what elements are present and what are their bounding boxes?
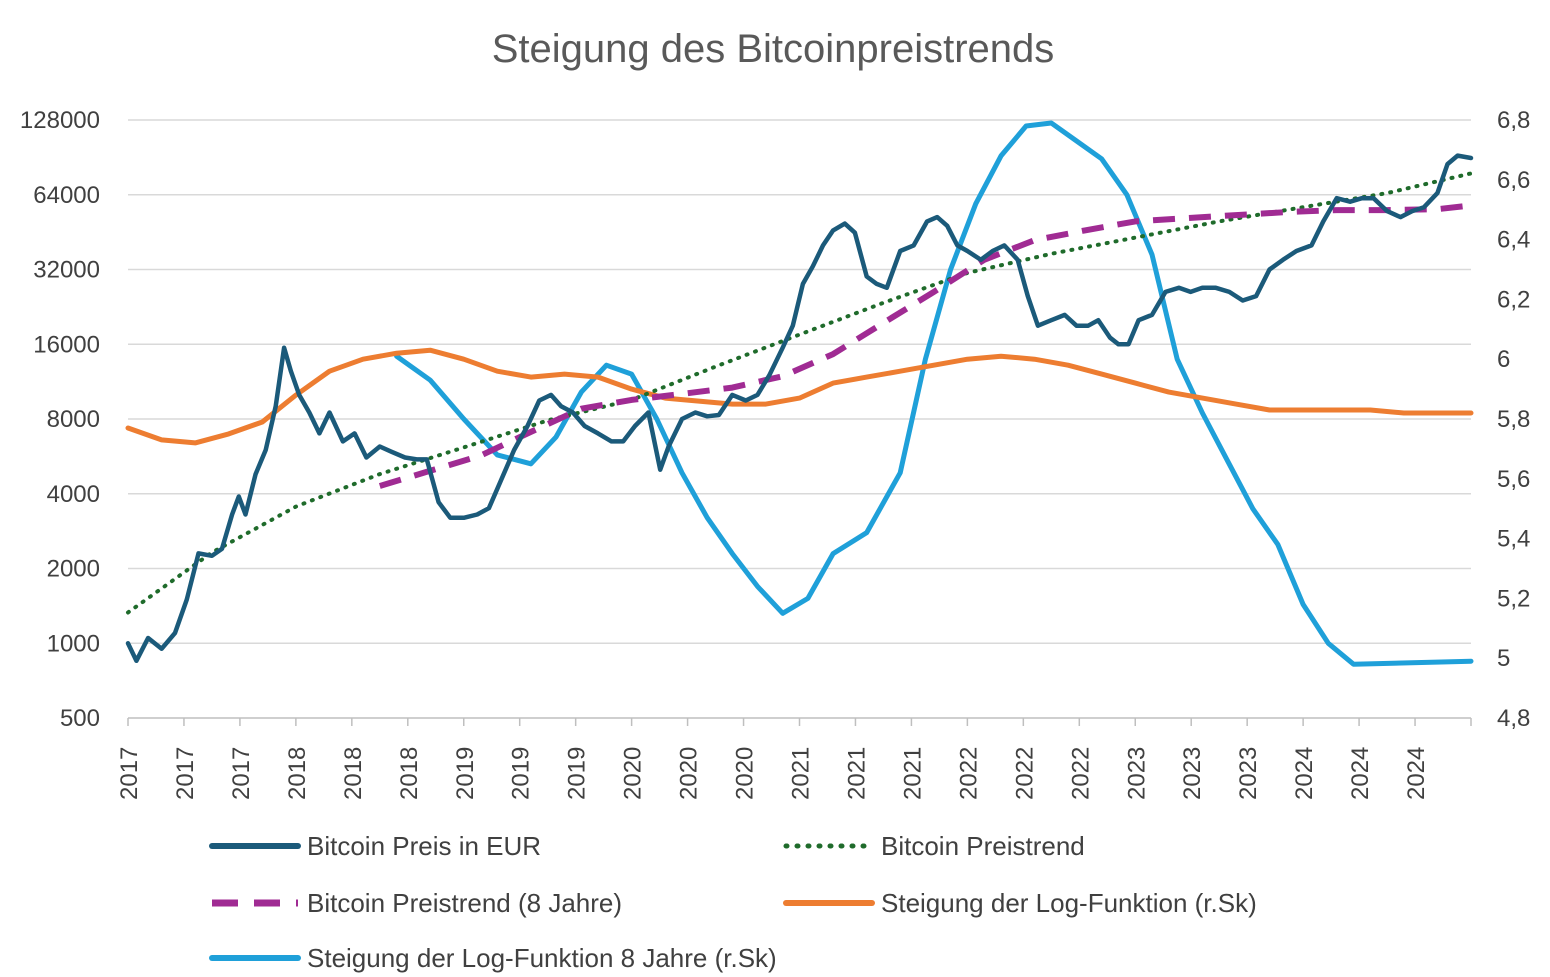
right-tick-label: 6,4: [1497, 227, 1530, 254]
right-tick-label: 5: [1497, 645, 1510, 672]
left-tick-label: 500: [60, 705, 100, 732]
right-axis-ticks: 4,8 5 5,2 5,4 5,6 5,8 6 6,2 6,4 6,6 6,8: [1497, 107, 1530, 732]
x-tick-label: 2024: [1291, 747, 1318, 800]
x-tick-label: 2018: [396, 747, 423, 800]
gridlines: [128, 119, 1471, 644]
x-tick-label: 2024: [1347, 747, 1374, 800]
x-axis: 2017 2017 2017 2018 2018 2018 2019 2019 2019 2020…: [116, 717, 1472, 800]
left-axis-ticks: 500 1000 2000 4000 8000 16000 32000 64000 128000: [20, 107, 100, 732]
left-tick-label: 8000: [47, 406, 100, 433]
x-tick-label: 2017: [172, 747, 199, 800]
plot-series: [125, 120, 1474, 667]
left-tick-label: 64000: [33, 182, 100, 209]
series-line-2: [378, 202, 1472, 489]
x-tick-label: 2019: [508, 747, 535, 800]
x-tick-label: 2019: [564, 747, 591, 800]
left-tick-label: 2000: [47, 556, 100, 583]
x-tick-label: 2018: [284, 747, 311, 800]
right-tick-label: 6: [1497, 346, 1510, 373]
x-tick-label: 2023: [1235, 747, 1262, 800]
legend-label-1: Bitcoin Preistrend: [881, 831, 1085, 861]
left-tick-label: 32000: [33, 257, 100, 284]
left-tick-label: 4000: [47, 481, 100, 508]
legend: Bitcoin Preis in EUR Bitcoin Preistrend Bi…: [209, 831, 1257, 973]
legend-label-2: Bitcoin Preistrend (8 Jahre): [307, 888, 622, 918]
right-tick-label: 6,8: [1497, 107, 1530, 134]
x-tick-label: 2021: [788, 747, 815, 800]
x-tick-label: 2023: [1179, 747, 1206, 800]
x-tick-label: 2020: [620, 747, 647, 800]
x-tick-label: 2022: [1067, 747, 1094, 800]
x-tick-label: 2020: [676, 747, 703, 800]
x-tick-label: 2018: [340, 747, 367, 800]
x-tick-label: 2023: [1123, 747, 1150, 800]
x-tick-label: 2022: [955, 747, 982, 800]
legend-label-0: Bitcoin Preis in EUR: [307, 831, 541, 861]
x-tick-label: 2021: [899, 747, 926, 800]
legend-label-3: Steigung der Log-Funktion (r.Sk): [881, 888, 1257, 918]
x-tick-label: 2024: [1403, 747, 1430, 800]
series-line-1: [126, 171, 1473, 615]
right-tick-label: 5,6: [1497, 466, 1530, 493]
x-tick-label: 2017: [228, 747, 255, 800]
right-tick-label: 4,8: [1497, 705, 1530, 732]
right-tick-label: 5,8: [1497, 406, 1530, 433]
left-tick-label: 128000: [20, 107, 100, 134]
x-tick-label: 2019: [452, 747, 479, 800]
x-tick-label: 2020: [732, 747, 759, 800]
series-line-0: [125, 153, 1474, 664]
series-line-3: [125, 347, 1474, 446]
legend-label-4: Steigung der Log-Funktion 8 Jahre (r.Sk): [307, 943, 777, 973]
right-tick-label: 6,6: [1497, 167, 1530, 194]
x-tick-label: 2017: [116, 747, 143, 800]
right-tick-label: 5,2: [1497, 585, 1530, 612]
x-tick-label: 2021: [843, 747, 870, 800]
x-tick-label: 2022: [1011, 747, 1038, 800]
left-tick-label: 1000: [47, 630, 100, 657]
series-line-4: [394, 120, 1474, 667]
left-tick-label: 16000: [33, 331, 100, 358]
right-tick-label: 5,4: [1497, 526, 1530, 553]
chart-title: Steigung des Bitcoinpreistrends: [492, 27, 1055, 71]
right-tick-label: 6,2: [1497, 286, 1530, 313]
